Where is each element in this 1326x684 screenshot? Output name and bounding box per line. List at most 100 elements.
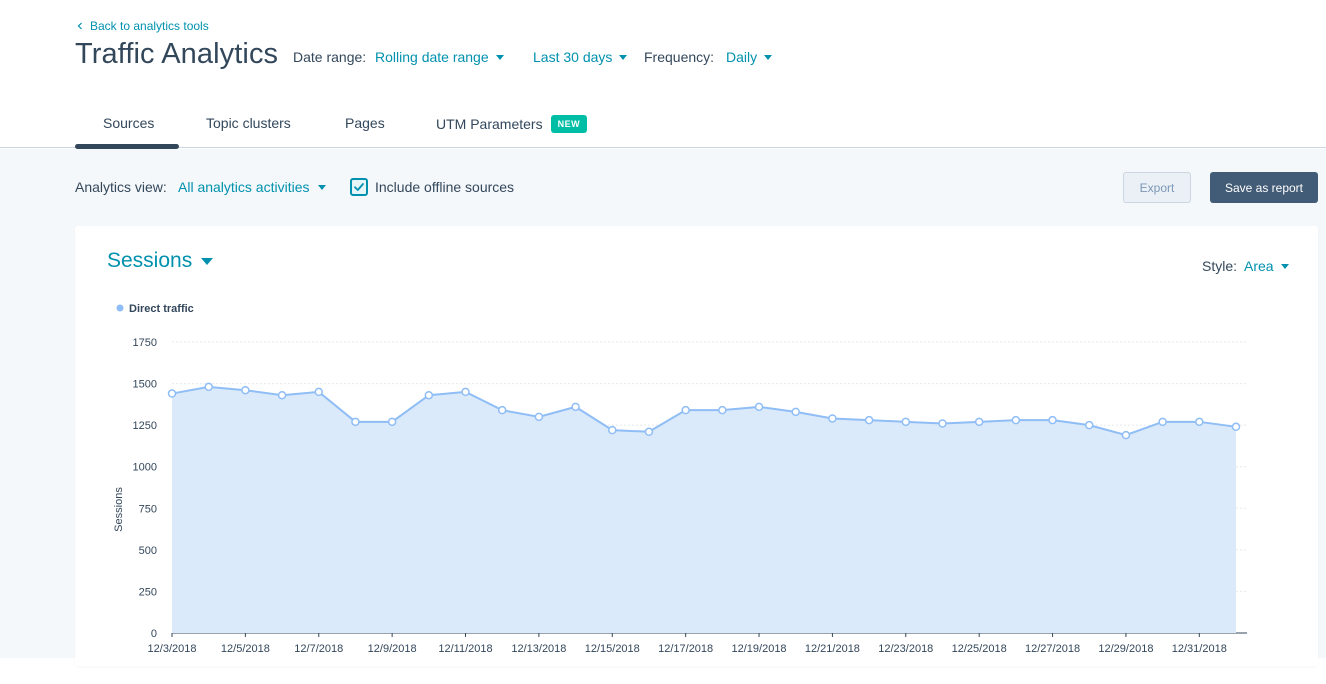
- data-point: [534, 412, 544, 422]
- series-area: [172, 386, 1236, 633]
- x-tick-label: 12/5/2018: [221, 643, 270, 655]
- style-value: Area: [1244, 258, 1274, 274]
- chart-card: Sessions Style: Area 0 250 500 750 1000 1250 1…: [75, 226, 1318, 666]
- data-point: [204, 382, 213, 392]
- frequency-value: Daily: [726, 49, 758, 65]
- save-as-report-button[interactable]: Save as report: [1210, 172, 1318, 203]
- data-point: [277, 390, 287, 400]
- x-tick-label: 12/3/2018: [148, 643, 197, 655]
- x-tick-label: 12/13/2018: [511, 643, 566, 655]
- data-point: [424, 390, 434, 400]
- data-point: [718, 405, 727, 415]
- frequency-dropdown[interactable]: Daily: [726, 49, 773, 65]
- y-tick-label: 0: [151, 628, 157, 640]
- tab-utm-parameters[interactable]: UTM Parameters NEW: [436, 115, 588, 133]
- tab-sources[interactable]: Sources: [103, 115, 154, 131]
- tab-topic-clusters[interactable]: Topic clusters: [206, 115, 291, 131]
- period-value: Last 30 days: [533, 49, 613, 65]
- analytics-view-value: All analytics activities: [178, 179, 310, 195]
- data-point: [1084, 420, 1094, 430]
- chevron-left-icon: [77, 22, 82, 30]
- y-tick-label: 500: [139, 545, 157, 557]
- data-point: [1195, 417, 1204, 427]
- y-tick-label: 750: [139, 503, 157, 515]
- x-tick-label: 12/23/2018: [878, 643, 933, 655]
- data-point: [241, 385, 250, 395]
- data-point: [828, 414, 837, 423]
- analytics-view-dropdown[interactable]: All analytics activities: [178, 179, 326, 195]
- period-dropdown[interactable]: Last 30 days: [533, 49, 628, 65]
- sessions-chart: 0 250 500 750 1000 1250 1500 1750 Sessions 12/3/2…: [113, 303, 1247, 655]
- y-tick-label: 1500: [133, 379, 157, 391]
- caret-down-icon: [1280, 263, 1289, 269]
- data-point: [314, 387, 324, 397]
- data-point: [1011, 415, 1021, 425]
- caret-down-icon: [317, 184, 326, 190]
- data-point: [754, 402, 764, 412]
- x-tick-label: 12/21/2018: [805, 643, 860, 655]
- data-point: [1231, 422, 1241, 432]
- caret-down-icon: [201, 257, 214, 265]
- data-point: [974, 417, 984, 427]
- date-range-label: Date range:: [293, 49, 367, 65]
- legend-label: Direct traffic: [129, 303, 194, 315]
- style-dropdown[interactable]: Area: [1244, 258, 1289, 274]
- y-tick-label: 1750: [133, 337, 157, 349]
- x-tick-label: 12/15/2018: [585, 643, 640, 655]
- legend-swatch: [116, 304, 124, 312]
- metric-value: Sessions: [107, 249, 193, 272]
- tab-bar: Sources Topic clusters Pages UTM Paramet…: [0, 100, 1326, 149]
- y-tick-label: 1250: [133, 420, 157, 432]
- y-tick-label: 1000: [133, 462, 157, 474]
- new-badge: NEW: [550, 115, 588, 133]
- main-content: Analytics view: All analytics activities…: [0, 149, 1326, 666]
- x-tick-label: 12/27/2018: [1025, 643, 1080, 655]
- data-point: [791, 407, 800, 417]
- export-button[interactable]: Export: [1123, 172, 1191, 203]
- analytics-view-label: Analytics view:: [75, 179, 167, 195]
- x-tick-label: 12/7/2018: [294, 643, 343, 655]
- data-point: [608, 425, 617, 435]
- data-point: [571, 402, 580, 412]
- tab-label: Pages: [345, 115, 385, 131]
- y-tick-label: 250: [139, 586, 157, 598]
- series-line: [171, 385, 1237, 437]
- x-tick-label: 12/17/2018: [658, 643, 713, 655]
- page-title: Traffic Analytics: [75, 38, 279, 70]
- tab-label: Topic clusters: [206, 115, 291, 131]
- x-tick-label: 12/31/2018: [1172, 643, 1227, 655]
- date-range-value: Rolling date range: [375, 49, 489, 65]
- tab-label: Sources: [103, 115, 155, 131]
- data-point: [351, 417, 360, 427]
- data-point: [167, 389, 177, 398]
- tab-label: UTM Parameters: [436, 116, 543, 132]
- x-tick-label: 12/11/2018: [438, 643, 492, 655]
- caret-down-icon: [764, 54, 773, 60]
- include-offline-label: Include offline sources: [375, 179, 515, 195]
- metric-dropdown[interactable]: Sessions: [107, 249, 214, 273]
- x-tick-label: 12/25/2018: [952, 643, 1007, 655]
- x-tick-label: 12/29/2018: [1098, 643, 1153, 655]
- data-point: [497, 405, 507, 415]
- tab-pages[interactable]: Pages: [345, 115, 385, 131]
- data-point: [681, 405, 690, 415]
- data-point: [901, 417, 911, 427]
- data-point: [864, 415, 874, 425]
- x-tick-label: 12/19/2018: [732, 643, 787, 655]
- data-point: [1048, 415, 1057, 425]
- include-offline-checkbox[interactable]: [350, 178, 368, 196]
- data-point: [387, 417, 397, 427]
- page-header: Back to analytics tools Traffic Analytic…: [0, 0, 1326, 149]
- data-point: [644, 427, 654, 437]
- caret-down-icon: [619, 54, 628, 60]
- frequency-label: Frequency:: [644, 49, 715, 65]
- back-link[interactable]: Back to analytics tools: [76, 19, 209, 33]
- checkmark-icon: [354, 183, 364, 191]
- caret-down-icon: [495, 54, 504, 60]
- data-point: [1121, 430, 1131, 440]
- data-point: [1158, 417, 1167, 427]
- active-tab-indicator: [75, 144, 179, 149]
- data-point: [461, 387, 470, 397]
- date-range-dropdown[interactable]: Rolling date range: [375, 49, 504, 65]
- y-axis-label: Sessions: [113, 487, 125, 532]
